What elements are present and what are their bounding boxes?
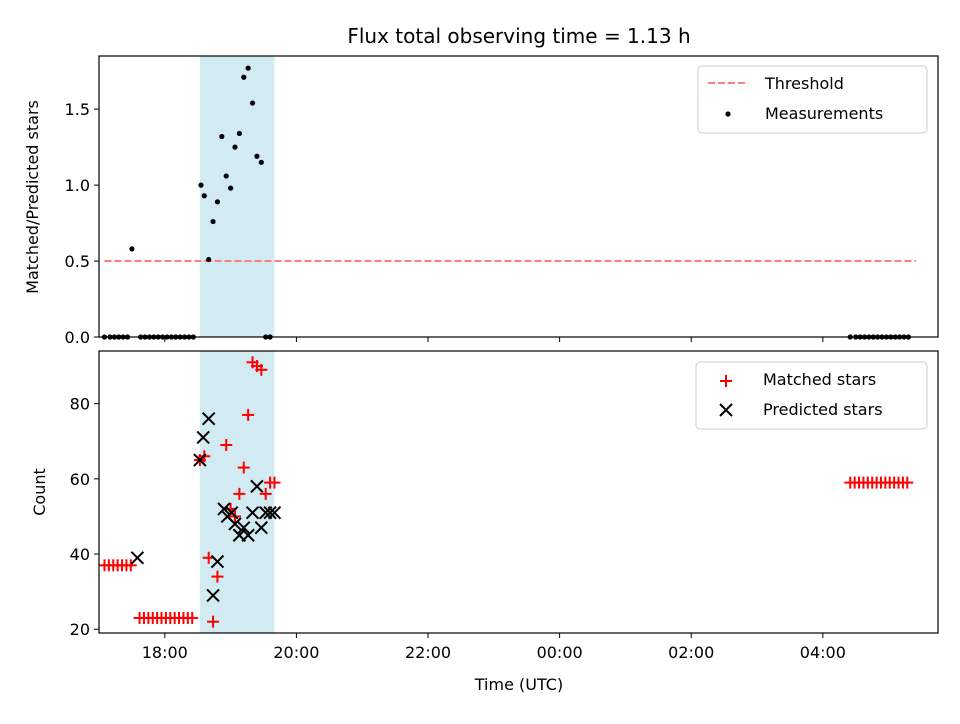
measurement-point bbox=[228, 185, 234, 191]
measurement-point bbox=[241, 74, 247, 80]
matched-star-point bbox=[186, 611, 199, 624]
measurement-point bbox=[198, 182, 204, 188]
measurement-point bbox=[201, 193, 207, 199]
count-ytick-label: 80 bbox=[70, 395, 90, 414]
matched-star-point bbox=[237, 461, 250, 474]
measurement-point bbox=[223, 173, 229, 179]
measurement-point bbox=[254, 153, 260, 159]
ratio-ytick-label: 1.0 bbox=[65, 176, 90, 195]
matched-star-point bbox=[233, 487, 246, 500]
predicted-star-point bbox=[201, 411, 216, 426]
predicted-star-point bbox=[254, 521, 269, 535]
count-ytick-label: 40 bbox=[70, 545, 90, 564]
observing-span-bottom bbox=[199, 351, 275, 633]
matched-legend-marker bbox=[720, 375, 732, 387]
x-tick-label: 00:00 bbox=[537, 643, 583, 662]
measurement-point bbox=[219, 133, 225, 140]
ratio-axes-frame bbox=[98, 55, 939, 338]
predicted-star-point bbox=[217, 502, 231, 516]
ratio-ytick-label: 1.5 bbox=[65, 100, 90, 119]
legend-predicted-label: Predicted stars bbox=[763, 400, 883, 419]
predicted-star-point bbox=[241, 528, 255, 542]
matched-star-point bbox=[207, 615, 220, 628]
matched-star-point bbox=[124, 559, 137, 572]
count-legend: Matched stars Predicted stars bbox=[695, 361, 928, 430]
ratio-panel: 0.0 0.5 1.0 1.5 Matched/Predicted stars Thr… bbox=[23, 55, 939, 347]
x-tick-label: 04:00 bbox=[800, 643, 846, 662]
measurement-point bbox=[232, 144, 238, 150]
matched-star-point bbox=[259, 487, 272, 500]
measurement-point bbox=[249, 100, 256, 106]
matched-star-point bbox=[255, 363, 268, 376]
observing-span-top bbox=[199, 56, 275, 337]
predicted-star-point bbox=[206, 588, 220, 603]
measurement-point bbox=[210, 218, 216, 225]
x-axis-label: Time (UTC) bbox=[474, 675, 563, 694]
predicted-star-point bbox=[245, 505, 260, 520]
x-tick-label: 02:00 bbox=[668, 643, 714, 662]
legend-measurements-label: Measurements bbox=[765, 104, 883, 123]
predicted-star-point bbox=[224, 505, 239, 520]
ratio-y-axis-label: Matched/Predicted stars bbox=[23, 100, 42, 294]
ratio-legend: Threshold Measurements bbox=[697, 65, 928, 134]
legend-threshold-label: Threshold bbox=[764, 74, 844, 93]
count-axes-frame bbox=[98, 350, 939, 634]
predicted-star-point bbox=[237, 521, 251, 535]
count-x-ticks: 18:00 20:00 22:00 00:00 02:00 04:00 bbox=[142, 633, 846, 662]
x-tick-label: 22:00 bbox=[405, 643, 451, 662]
chart-title: Flux total observing time = 1.13 h bbox=[347, 24, 690, 48]
matched-star-point bbox=[268, 476, 281, 489]
count-ytick-label: 20 bbox=[70, 620, 90, 639]
count-marks bbox=[98, 356, 914, 628]
predicted-star-point bbox=[263, 505, 277, 520]
predicted-star-point bbox=[228, 517, 242, 531]
ratio-y-ticks: 0.0 0.5 1.0 1.5 bbox=[65, 100, 99, 347]
matched-star-point bbox=[242, 408, 255, 421]
measurement-point bbox=[214, 199, 221, 205]
x-tick-label: 20:00 bbox=[273, 643, 319, 662]
predicted-star-point bbox=[267, 505, 282, 520]
measurement-point bbox=[129, 246, 135, 252]
predicted-star-point bbox=[130, 551, 145, 565]
matched-star-point bbox=[901, 476, 914, 489]
ratio-x-ticks bbox=[164, 337, 824, 342]
predicted-legend-marker bbox=[719, 403, 733, 417]
ratio-ytick-label: 0.5 bbox=[65, 252, 90, 271]
ratio-legend-box bbox=[697, 65, 928, 134]
ratio-ytick-label: 0.0 bbox=[65, 328, 90, 347]
measurements-legend-dot bbox=[725, 111, 731, 117]
matched-star-point bbox=[220, 439, 233, 451]
measurement-point bbox=[206, 256, 212, 263]
count-legend-box bbox=[695, 361, 928, 430]
predicted-star-point bbox=[210, 554, 225, 569]
legend-matched-label: Matched stars bbox=[763, 370, 876, 389]
predicted-star-point bbox=[196, 430, 210, 445]
measurement-point bbox=[236, 130, 242, 137]
x-tick-label: 18:00 bbox=[142, 643, 188, 662]
measurement-point bbox=[245, 65, 251, 71]
measurement-point bbox=[258, 159, 264, 165]
count-y-axis-label: Count bbox=[30, 468, 49, 516]
predicted-star-point bbox=[193, 453, 207, 467]
predicted-star-point bbox=[250, 479, 264, 494]
count-ytick-label: 60 bbox=[70, 470, 90, 489]
count-y-ticks: 20 40 60 80 bbox=[70, 395, 99, 639]
matched-star-point bbox=[211, 570, 224, 583]
